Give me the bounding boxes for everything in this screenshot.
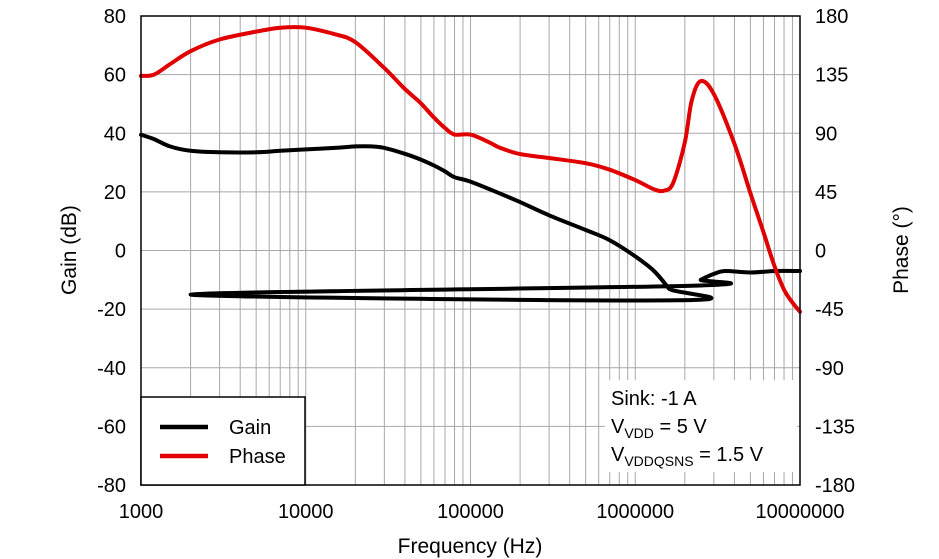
y-tick-label: 40 <box>104 123 126 145</box>
annotation: Sink: -1 A VVDD = 5 V VVDDQSNS = 1.5 V <box>605 380 797 472</box>
legend-gain-label: Gain <box>229 417 271 439</box>
x-tick-label: 10000 <box>278 501 334 523</box>
plot-area-frame <box>140 15 801 486</box>
y2-tick-label: 135 <box>815 65 848 87</box>
annotation-background <box>605 380 797 472</box>
y2-tick-label: 0 <box>815 241 826 263</box>
y2-tick-label: -135 <box>815 416 855 438</box>
annotation-v-symbol: V <box>611 444 625 466</box>
y2-tick-label: 180 <box>815 6 848 28</box>
x-tick-label: 10000000 <box>756 501 845 523</box>
legend: Gain Phase <box>140 396 306 486</box>
y-axis-label: Gain (dB) <box>58 205 81 295</box>
legend-box <box>140 396 306 486</box>
y2-tick-label: -180 <box>815 475 855 497</box>
x-tick-label: 100000 <box>437 501 504 523</box>
y-tick-label: 80 <box>104 6 126 28</box>
y2-tick-label: -90 <box>815 358 844 380</box>
y2-tick-label: 90 <box>815 123 837 145</box>
x-tick-label: 1000000 <box>596 501 674 523</box>
y-tick-label: 20 <box>104 182 126 204</box>
tick-labels: 1000 10000 100000 1000000 10000000 80 60 40 20 0 -… <box>97 6 855 523</box>
y2-axis-label: Phase (°) <box>890 206 913 294</box>
y-tick-label: -60 <box>97 416 126 438</box>
annotation-vdd-subscript: VDD <box>624 425 654 441</box>
annotation-line-3: VVDDQSNS = 1.5 V <box>611 444 764 469</box>
annotation-vdd-value: = 5 V <box>654 416 707 438</box>
annotation-line-1: Sink: -1 A <box>611 388 697 410</box>
y-tick-label: 0 <box>115 241 126 263</box>
gain-line <box>139 132 802 303</box>
x-axis-label: Frequency (Hz) <box>398 535 543 558</box>
legend-phase-label: Phase <box>229 446 286 468</box>
grid-lines <box>141 16 800 485</box>
series-lines <box>139 25 802 314</box>
y2-tick-label: 45 <box>815 182 837 204</box>
y2-tick-label: -45 <box>815 299 844 321</box>
phase-line <box>139 25 802 314</box>
y-tick-label: -40 <box>97 358 126 380</box>
x-tick-label: 1000 <box>119 501 164 523</box>
annotation-vddqsns-subscript: VDDQSNS <box>624 453 693 469</box>
annotation-vddqsns-value: = 1.5 V <box>694 444 764 466</box>
annotation-line-2: VVDD = 5 V <box>611 416 707 441</box>
y-tick-label: -20 <box>97 299 126 321</box>
y-tick-label: -80 <box>97 475 126 497</box>
annotation-v-symbol: V <box>611 416 625 438</box>
y-tick-label: 60 <box>104 65 126 87</box>
